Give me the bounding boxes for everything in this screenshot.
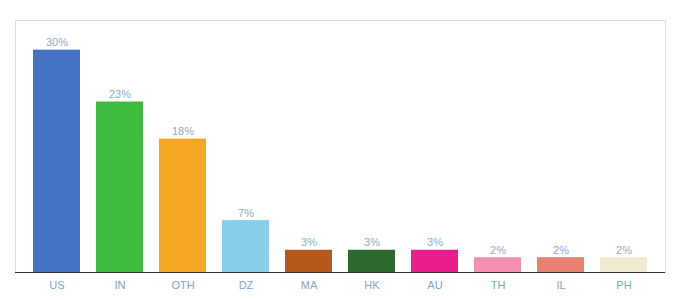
- svg-text:30%: 30%: [46, 36, 68, 48]
- svg-text:18%: 18%: [172, 125, 194, 137]
- svg-text:2%: 2%: [490, 244, 506, 256]
- svg-text:IL: IL: [556, 279, 565, 291]
- svg-text:3%: 3%: [364, 236, 380, 248]
- svg-text:AU: AU: [427, 279, 442, 291]
- svg-text:2%: 2%: [616, 244, 632, 256]
- svg-text:MA: MA: [301, 279, 318, 291]
- svg-text:DZ: DZ: [239, 279, 254, 291]
- svg-text:OTH: OTH: [171, 279, 194, 291]
- svg-text:IN: IN: [115, 279, 126, 291]
- svg-text:HK: HK: [364, 279, 380, 291]
- svg-text:7%: 7%: [238, 207, 254, 219]
- svg-text:2%: 2%: [553, 244, 569, 256]
- svg-text:3%: 3%: [427, 236, 443, 248]
- svg-text:US: US: [49, 279, 64, 291]
- svg-text:3%: 3%: [301, 236, 317, 248]
- svg-text:23%: 23%: [109, 88, 131, 100]
- svg-text:PH: PH: [616, 279, 631, 291]
- svg-text:TH: TH: [491, 279, 506, 291]
